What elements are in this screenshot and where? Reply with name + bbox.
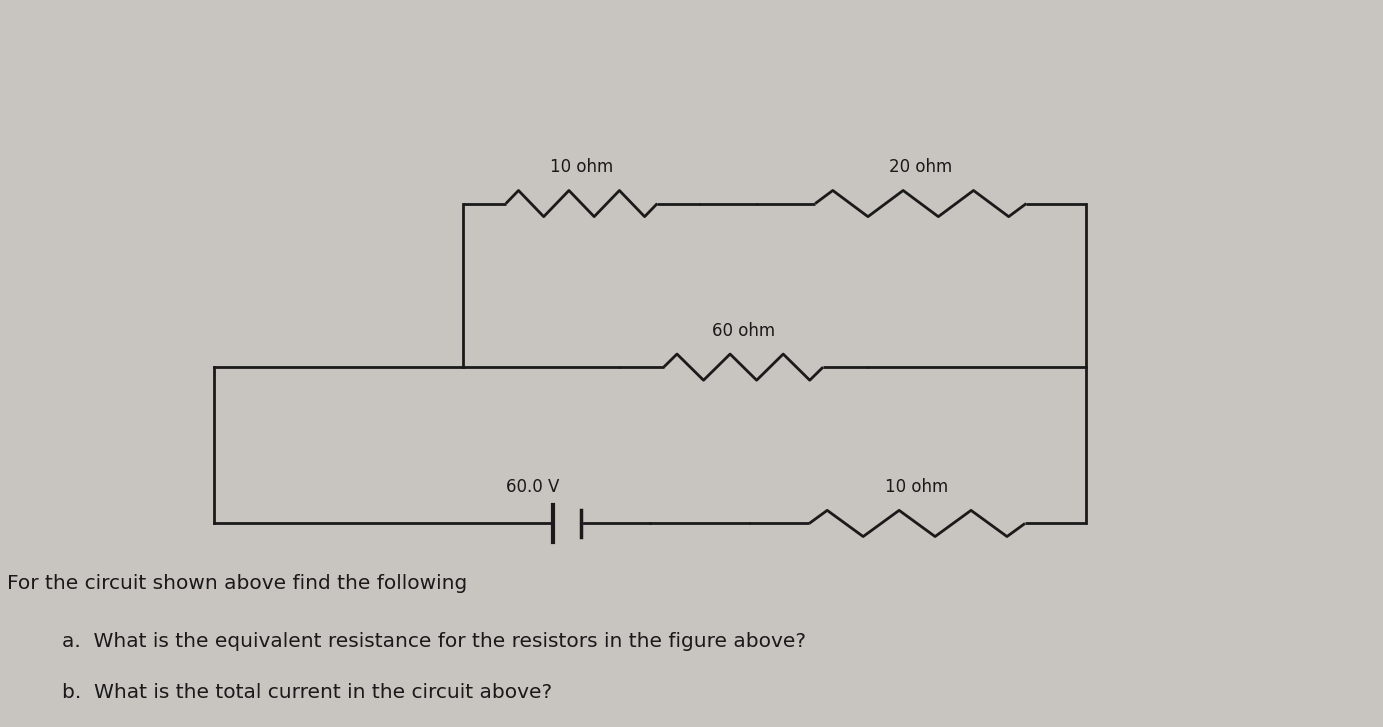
- Text: 60 ohm: 60 ohm: [712, 321, 774, 340]
- Text: 20 ohm: 20 ohm: [889, 158, 953, 176]
- Text: For the circuit shown above find the following: For the circuit shown above find the fol…: [7, 574, 467, 593]
- Text: a.  What is the equivalent resistance for the resistors in the figure above?: a. What is the equivalent resistance for…: [62, 632, 806, 651]
- Text: 60.0 V: 60.0 V: [506, 478, 559, 496]
- Text: 10 ohm: 10 ohm: [885, 478, 949, 496]
- Text: 10 ohm: 10 ohm: [550, 158, 613, 176]
- Text: b.  What is the total current in the circuit above?: b. What is the total current in the circ…: [62, 683, 552, 702]
